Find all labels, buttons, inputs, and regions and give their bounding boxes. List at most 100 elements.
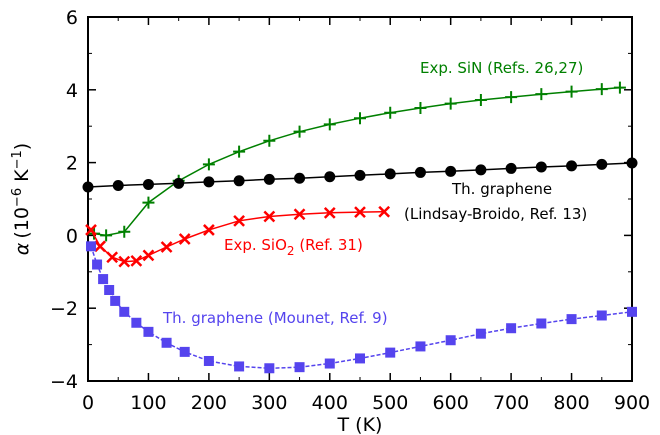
data-point [264, 363, 275, 374]
series-layer [82, 81, 638, 374]
x-axis-title: T (K) [337, 414, 383, 435]
annotation-lindsay-line1: Th. graphene [451, 180, 552, 198]
data-point [294, 362, 305, 373]
data-point [233, 214, 245, 227]
data-point [160, 241, 173, 253]
y-axis-title: α(10−6 K−1) [10, 143, 33, 255]
data-point [355, 353, 365, 364]
data-point [354, 169, 366, 181]
data-point [384, 168, 396, 180]
data-point [85, 224, 97, 236]
data-point [234, 361, 245, 372]
data-point [505, 162, 517, 174]
x-tick-labels: 0 100 200 300 400 500 600 700 800 900 [82, 392, 650, 414]
data-point [100, 229, 113, 242]
data-point [613, 81, 626, 94]
data-point [233, 145, 246, 158]
data-point [104, 285, 115, 295]
data-point [131, 317, 142, 328]
data-point [179, 346, 190, 357]
data-point [505, 91, 518, 104]
data-point [293, 125, 306, 138]
y-tick-label: 6 [66, 7, 78, 29]
data-point [203, 176, 215, 188]
data-point [142, 178, 154, 190]
data-point [596, 310, 607, 321]
data-point [535, 161, 547, 173]
data-point [354, 206, 366, 218]
data-point [475, 164, 487, 176]
data-point [566, 314, 577, 325]
x-tick-label: 200 [191, 392, 227, 414]
data-point [474, 93, 487, 106]
data-point [323, 118, 336, 131]
y-tick-label: −4 [50, 371, 78, 393]
series-3 [86, 241, 637, 374]
data-point [385, 347, 396, 358]
annotation-sin: Exp. SiN (Refs. 26,27) [420, 59, 583, 77]
data-point [130, 254, 143, 267]
data-point [595, 83, 608, 96]
data-point [384, 106, 397, 119]
data-point [626, 157, 638, 169]
x-tick-label: 500 [372, 392, 408, 414]
data-point [535, 88, 548, 101]
x-tick-label: 700 [493, 392, 529, 414]
data-point [323, 206, 336, 219]
data-point [142, 249, 155, 262]
x-tick-label: 0 [82, 392, 94, 414]
series-1 [82, 157, 638, 193]
data-point [506, 323, 517, 334]
data-point [143, 326, 154, 337]
x-tick-label: 400 [312, 392, 348, 414]
data-point [596, 158, 608, 170]
data-point [536, 318, 547, 329]
y-tick-label: 0 [66, 225, 78, 247]
series-0 [88, 81, 626, 242]
data-point [414, 102, 427, 114]
data-point [161, 337, 172, 348]
data-point [110, 295, 121, 306]
y-tick-label: −2 [50, 298, 78, 320]
data-point [414, 166, 426, 178]
data-point [378, 205, 391, 218]
data-point [565, 85, 578, 98]
data-point [142, 196, 155, 209]
data-point [354, 112, 366, 125]
data-point [293, 208, 306, 221]
data-point [627, 306, 637, 317]
data-point [202, 158, 215, 171]
data-point [566, 160, 578, 172]
data-point [445, 165, 457, 177]
data-point [263, 173, 275, 185]
data-point [173, 177, 185, 189]
data-point [415, 341, 426, 352]
data-point [82, 181, 94, 193]
series-2 [85, 205, 391, 268]
data-point [263, 134, 276, 147]
data-point [233, 175, 245, 187]
data-point [118, 225, 131, 238]
y-tick-label: 4 [66, 80, 78, 102]
data-point [444, 97, 457, 110]
data-point [203, 224, 215, 236]
annotation-lindsay-line2: (Lindsay-Broido, Ref. 13) [404, 205, 587, 223]
data-point [98, 274, 109, 285]
data-point [118, 255, 131, 268]
x-tick-label: 100 [130, 392, 166, 414]
data-point [86, 241, 97, 252]
series-line [90, 246, 633, 370]
x-tick-label: 300 [251, 392, 287, 414]
y-tick-label: 2 [66, 153, 78, 175]
annotation-mounet: Th. graphene (Mounet, Ref. 9) [162, 309, 388, 327]
data-point [94, 240, 106, 253]
data-point [112, 180, 124, 192]
data-point [92, 259, 103, 270]
data-point [106, 251, 119, 264]
x-tick-label: 600 [433, 392, 469, 414]
x-tick-label: 900 [614, 392, 650, 414]
data-point [324, 358, 335, 369]
data-point [119, 306, 130, 317]
data-point [475, 328, 486, 339]
